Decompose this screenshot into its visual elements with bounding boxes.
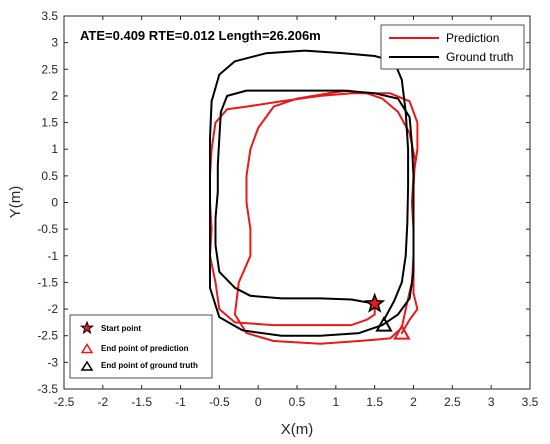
legend: Prediction Ground truth [380, 24, 525, 70]
x-tick-label: 3.5 [522, 395, 539, 409]
x-tick-label: 0.5 [289, 395, 306, 409]
y-tick-label: -0.5 [37, 222, 58, 236]
y-tick-label: -2 [47, 302, 58, 316]
y-tick-label: 1.5 [41, 116, 58, 130]
metrics-annotation: ATE=0.409 RTE=0.012 Length=26.206m [80, 28, 321, 43]
x-tick-label: 2 [410, 395, 417, 409]
y-axis-label: Y(m) [7, 186, 24, 219]
y-tick-label: 3 [51, 36, 58, 50]
x-tick-label: 0 [255, 395, 262, 409]
start-point-marker [364, 292, 386, 313]
y-tick-label: -2.5 [37, 329, 58, 343]
end-point-prediction-marker [393, 323, 411, 340]
marker-legend-label-end-prediction: End point of prediction [101, 344, 189, 353]
plot-frame [63, 15, 531, 390]
x-tick-label: -1.5 [131, 395, 152, 409]
x-tick-label: 1 [332, 395, 339, 409]
marker-legend: Start point End point of prediction End … [69, 314, 213, 379]
y-tick-label: -3 [47, 355, 58, 369]
x-tick-label: 1.5 [366, 395, 383, 409]
legend-label-ground-truth: Ground truth [446, 50, 513, 64]
y-axis-ticks: -3.5 -3 -2.5 -2 -1.5 -1 -0.5 0 0.5 1 1.5 2 2.5 3 3.5 [37, 9, 530, 396]
y-tick-label: 0.5 [41, 169, 58, 183]
x-tick-label: -0.5 [209, 395, 230, 409]
x-axis-ticks: -2.5 -2 -1.5 -1 -0.5 0 0.5 1 1.5 2 2.5 3 3.5 [54, 16, 539, 409]
legend-box [380, 24, 525, 70]
marker-legend-label-end-ground-truth: End point of ground truth [101, 361, 198, 370]
y-tick-label: 0 [51, 196, 58, 210]
y-tick-label: 1 [51, 142, 58, 156]
y-tick-label: 3.5 [41, 9, 58, 23]
x-tick-label: -2 [97, 395, 108, 409]
marker-legend-black-triangle-icon [80, 360, 94, 371]
marker-legend-star-icon [79, 320, 95, 335]
marker-legend-red-triangle-icon [80, 343, 94, 354]
x-tick-label: -2.5 [54, 395, 75, 409]
legend-label-prediction: Prediction [446, 31, 499, 45]
x-tick-label: 3 [488, 395, 495, 409]
y-tick-label: 2.5 [41, 62, 58, 76]
markers-group [364, 292, 411, 340]
y-tick-label: -1 [47, 249, 58, 263]
end-point-ground-truth-marker [375, 315, 393, 332]
y-tick-label: -1.5 [37, 275, 58, 289]
y-tick-label: -3.5 [37, 382, 58, 396]
marker-legend-box [69, 314, 213, 379]
x-axis-label: X(m) [281, 421, 314, 438]
x-tick-label: 2.5 [444, 395, 461, 409]
marker-legend-label-start: Start point [101, 324, 141, 333]
y-tick-label: 2 [51, 89, 58, 103]
x-tick-label: -1 [175, 395, 186, 409]
